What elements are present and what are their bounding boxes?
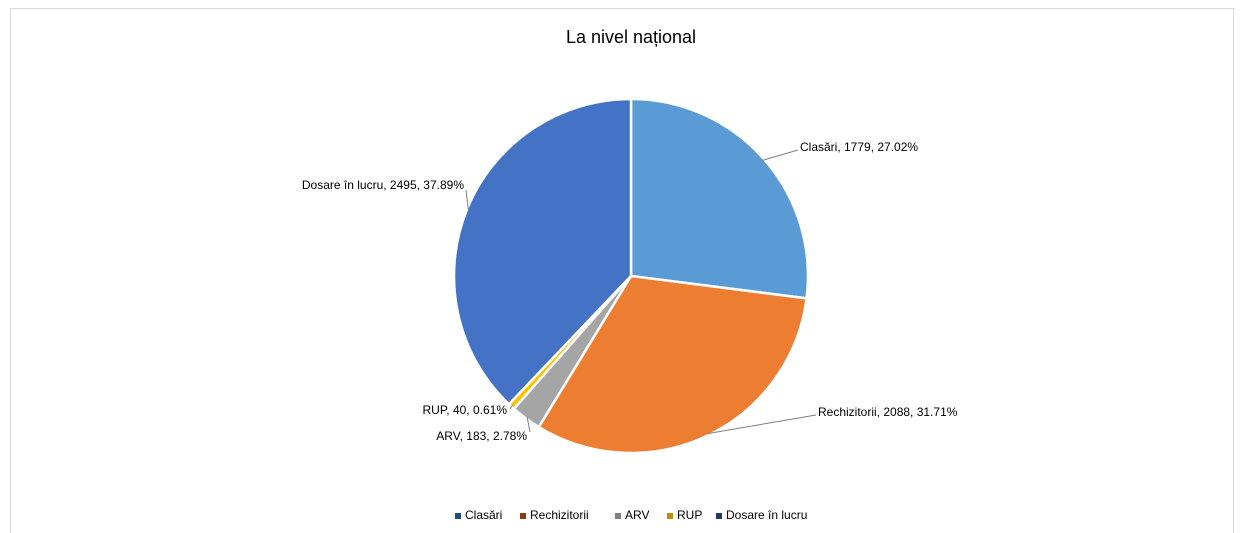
data-label: ARV, 183, 2.78% (436, 429, 527, 443)
leader-line (509, 404, 514, 410)
legend-marker (520, 513, 526, 519)
leader-line (465, 189, 470, 212)
pie-slice (629, 97, 810, 300)
data-label: RUP, 40, 0.61% (423, 403, 508, 417)
leader-line (762, 149, 799, 161)
legend-label: Clasări (465, 508, 502, 522)
pie-slice (452, 97, 633, 406)
legend-label: RUP (677, 508, 702, 522)
data-label: Clasări, 1779, 27.02% (800, 140, 918, 154)
legend-marker (455, 513, 461, 519)
leader-line (526, 416, 531, 433)
pie-slice (537, 274, 808, 455)
legend-label: ARV (625, 508, 649, 522)
legend-marker (615, 513, 621, 519)
data-label: Dosare în lucru, 2495, 37.89% (302, 178, 464, 192)
legend-marker (716, 513, 722, 519)
legend-label: Rechizitorii (530, 508, 589, 522)
legend-marker (667, 513, 673, 519)
legend-label: Dosare în lucru (726, 508, 807, 522)
data-label: Rechizitorii, 2088, 31.71% (818, 405, 958, 419)
chart-title: La nivel național (566, 27, 696, 47)
leader-line (706, 414, 817, 435)
